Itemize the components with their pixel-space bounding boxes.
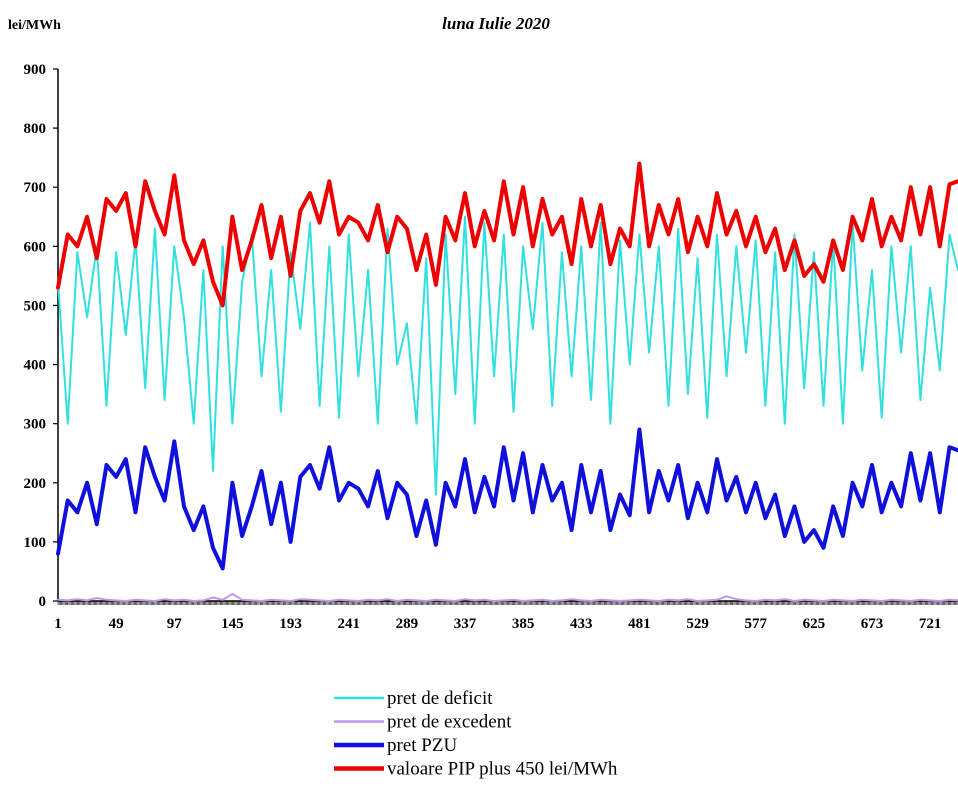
y-tick-label: 900 — [24, 62, 47, 78]
x-tick-label: 577 — [744, 616, 767, 632]
y-tick-label: 700 — [24, 180, 47, 196]
series-line-2 — [56, 427, 958, 571]
x-tick-label: 145 — [221, 616, 244, 632]
x-tick-label: 673 — [861, 616, 884, 632]
legend-label: valoare PIP plus 450 lei/MWh — [387, 759, 618, 780]
series-line-3 — [56, 161, 958, 308]
x-tick-label: 1 — [54, 616, 62, 632]
x-tick-label: 385 — [512, 616, 535, 632]
x-tick-label: 193 — [279, 616, 302, 632]
legend-label: pret PZU — [387, 735, 457, 756]
x-tick-label: 625 — [803, 616, 826, 632]
y-tick-label: 400 — [24, 358, 47, 374]
y-axis-label: lei/MWh — [8, 18, 61, 33]
y-tick-label: 100 — [24, 535, 47, 551]
x-tick-label: 481 — [628, 616, 651, 632]
series-line-0 — [57, 215, 958, 496]
x-tick-label: 337 — [454, 616, 477, 632]
y-tick-label: 600 — [24, 239, 47, 255]
x-axis: 1 49 97 145 193 241 289 337 385 433 481 529 577 625 67… — [54, 616, 941, 632]
y-axis: 0 100 200 300 400 500 600 700 800 900 — [24, 62, 58, 610]
x-hour-ticks — [57, 601, 958, 605]
x-tick-label: 289 — [396, 616, 419, 632]
x-tick-label: 97 — [167, 616, 183, 632]
chart-title: luna Iulie 2020 — [442, 14, 550, 33]
x-tick-label: 241 — [337, 616, 360, 632]
y-tick-label: 800 — [24, 121, 47, 137]
y-tick-label: 200 — [24, 476, 47, 492]
legend-label: pret de deficit — [387, 688, 493, 709]
x-tick-label: 721 — [919, 616, 942, 632]
y-tick-label: 0 — [39, 594, 47, 610]
series-line-1 — [57, 592, 958, 602]
y-tick-label: 300 — [24, 417, 47, 433]
x-tick-label: 49 — [109, 616, 124, 632]
x-tick-label: 433 — [570, 616, 593, 632]
plot-area — [56, 69, 958, 605]
y-tick-label: 500 — [24, 298, 47, 314]
legend-label: pret de excedent — [387, 712, 512, 733]
x-tick-label: 529 — [686, 616, 709, 632]
